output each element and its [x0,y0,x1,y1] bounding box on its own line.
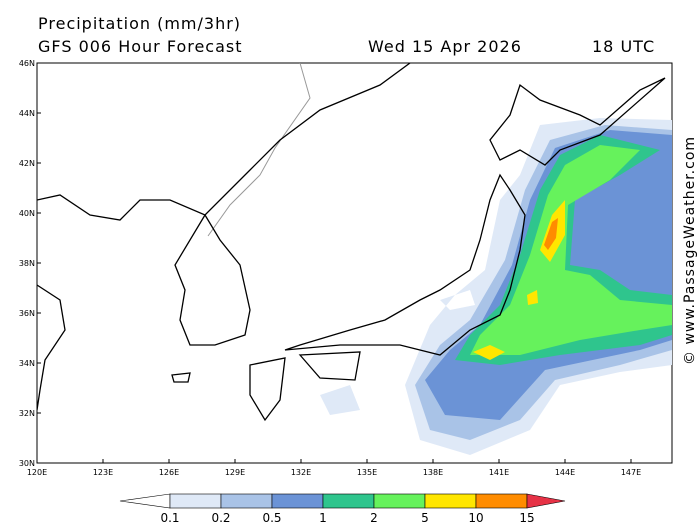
credit: © www.PassageWeather.com [682,136,698,365]
precip-10 [544,218,558,250]
colorbar-label: 5 [421,511,429,525]
colorbar-label: 2 [370,511,378,525]
colorbar-label: 15 [519,511,534,525]
title: Precipitation (mm/3hr) [38,14,241,33]
colorbar-cell [220,493,273,509]
lat-label: 40N [19,209,35,218]
precip-2 [470,145,672,355]
colorbar-label: 0.1 [160,511,179,525]
subtitle: GFS 006 Hour Forecast [38,37,243,56]
precip-5 [473,200,565,360]
colorbar-cell [271,493,324,509]
colorbar-label: 0.5 [262,511,281,525]
lat-label: 38N [19,259,35,268]
precip-field [37,63,672,455]
colorbar-label: 1 [319,511,327,525]
lat-label: 46N [19,59,35,68]
lon-label: 147E [621,468,641,477]
border [207,63,311,237]
coastline [37,63,666,422]
lat-label: 44N [19,109,35,118]
lon-label: 120E [27,468,47,477]
lon-label: 126E [159,468,179,477]
colorbar-label: 10 [468,511,483,525]
time: 18 UTC [592,37,655,56]
lon-label: 123E [93,468,113,477]
colorbar-cell [322,493,375,509]
colorbar-cell [475,493,528,509]
lat-label: 32N [19,409,35,418]
lat-label: 34N [19,359,35,368]
lat-label: 42N [19,159,35,168]
lon-label: 138E [423,468,443,477]
lat-label: 36N [19,309,35,318]
colorbar-label: 0.2 [211,511,230,525]
lat-label: 30N [19,459,35,468]
lon-label: 135E [357,468,377,477]
lon-label: 141E [489,468,509,477]
lon-label: 129E [225,468,245,477]
colorbar-cell [424,493,477,509]
colorbar-cap [119,493,171,509]
date: Wed 15 Apr 2026 [368,37,522,56]
colorbar-cell [373,493,426,509]
colorbar-cell [169,493,222,509]
colorbar-cap [526,493,566,509]
lon-label: 132E [291,468,311,477]
colorbar: 0.1 0.2 0.5 1 2 5 10 15 [119,493,566,525]
lon-label: 144E [555,468,575,477]
map [36,62,673,464]
